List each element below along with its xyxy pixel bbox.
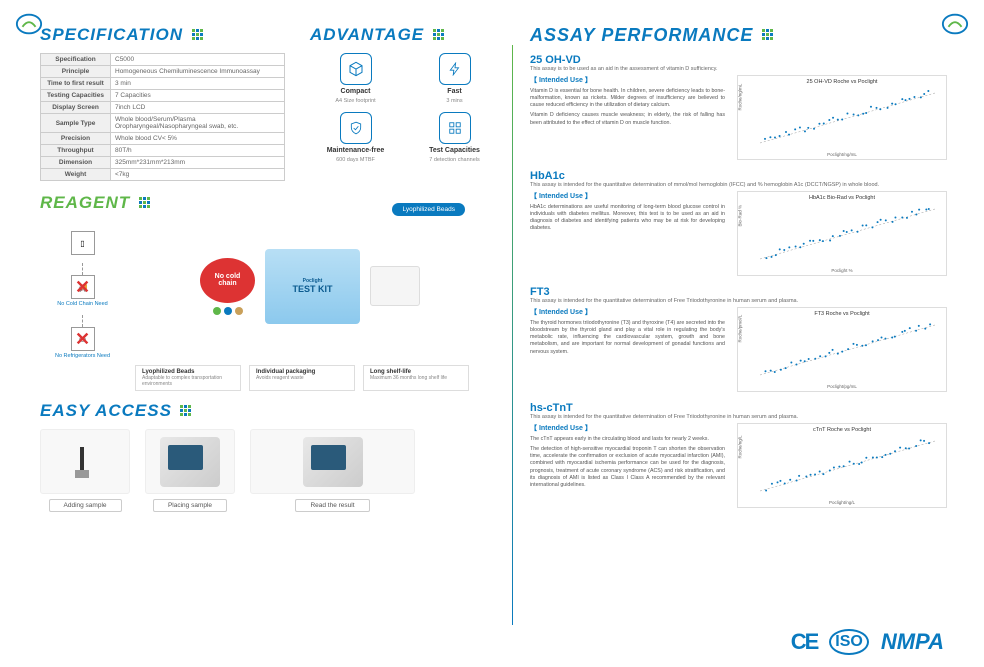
- iso-mark: ISO: [829, 629, 869, 655]
- no-cold-chain-burst: No cold chain: [200, 258, 255, 303]
- assay-body: The cTnT appears early in the circulatin…: [530, 436, 725, 489]
- correlation-chart: FT3 Roche vs Poclight Roche/pmol/L Pocli…: [737, 307, 947, 392]
- assay-body: HbA1c determinations are useful monitori…: [530, 204, 725, 233]
- easy-access-heading: EASY ACCESS: [40, 401, 500, 421]
- assay-body: The thyroid hormones triiodothyronine (T…: [530, 320, 725, 356]
- spec-row: Testing Capacities7 Capacities: [41, 90, 285, 102]
- beads-icon: [213, 307, 243, 315]
- test-kit-box: PoclightTEST KIT: [265, 249, 360, 324]
- shield-icon: [340, 112, 372, 144]
- logo-top-right: [941, 10, 969, 38]
- assay-item: 25 OH-VD This assay is to be used as an …: [530, 54, 947, 160]
- correlation-chart: cTnT Roche vs Poclight Roche/ng/L Poclig…: [737, 423, 947, 508]
- step-image: [250, 429, 415, 494]
- assay-description: This assay is intended for the quantitat…: [530, 182, 947, 188]
- step-label: Read the result: [295, 499, 369, 512]
- assay-name: FT3: [530, 286, 947, 298]
- specification-heading: SPECIFICATION: [40, 25, 285, 45]
- spec-row: Time to first result3 min: [41, 78, 285, 90]
- ce-mark: CE: [791, 629, 818, 655]
- lyophilized-badge: Lyophilized Beads: [392, 203, 465, 216]
- spec-row: PrincipleHomogeneous Chemiluminescence I…: [41, 66, 285, 78]
- assay-performance-heading: ASSAY PERFORMANCE: [530, 25, 947, 46]
- step-image: [40, 429, 130, 494]
- logo-top-left: [15, 10, 43, 38]
- dots-icon: [761, 29, 775, 43]
- spec-row: Sample TypeWhole blood/Serum/Plasma Orop…: [41, 114, 285, 133]
- assay-name: HbA1c: [530, 170, 947, 182]
- spec-table: SpecificationC5000PrincipleHomogeneous C…: [40, 53, 285, 181]
- reagent-diagram: ▯ 🚚✕No Cold Chain Need ▭✕No Refrigerator…: [40, 221, 500, 391]
- step-image: [145, 429, 235, 494]
- assay-name: 25 OH-VD: [530, 54, 947, 66]
- reagent-feature: Long shelf-lifeMaximum 36 months long sh…: [363, 365, 469, 391]
- advantage-item: Fast3 mins: [409, 53, 500, 104]
- grid-icon: [439, 112, 471, 144]
- advantage-heading: ADVANTAGE: [310, 25, 500, 45]
- bolt-icon: [439, 53, 471, 85]
- cube-icon: [340, 53, 372, 85]
- dots-icon: [138, 196, 152, 210]
- assay-description: This assay is intended for the quantitat…: [530, 414, 947, 420]
- intended-use-label: 【 Intended Use 】: [530, 191, 725, 201]
- certifications-footer: CE ISO NMPA: [791, 629, 944, 655]
- easy-step: Adding sample: [40, 429, 130, 512]
- spec-row: Throughput80T/h: [41, 145, 285, 157]
- nmpa-mark: NMPA: [881, 629, 944, 655]
- assay-item: HbA1c This assay is intended for the qua…: [530, 170, 947, 276]
- dots-icon: [180, 404, 194, 418]
- spec-row: Dimension325mm*231mm*213mm: [41, 157, 285, 169]
- vial-icon: ▯: [71, 231, 95, 255]
- assay-name: hs-cTnT: [530, 402, 947, 414]
- advantage-item: Test Capacities7 detection channels: [409, 112, 500, 163]
- spec-row: SpecificationC5000: [41, 54, 285, 66]
- reagent-feature: Lyophilized BeadsAdaptable to complex tr…: [135, 365, 241, 391]
- vertical-divider: [512, 45, 513, 625]
- fridge-icon: ▭✕: [71, 327, 95, 351]
- assay-item: hs-cTnT This assay is intended for the q…: [530, 402, 947, 508]
- step-label: Adding sample: [49, 499, 122, 512]
- assay-description: This assay is intended for the quantitat…: [530, 298, 947, 304]
- correlation-chart: 25 OH-VD Roche vs Poclight Roche/ng/mL P…: [737, 75, 947, 160]
- truck-icon: 🚚✕: [71, 275, 95, 299]
- step-label: Placing sample: [153, 499, 227, 512]
- spec-row: PrecisionWhole blood CV< 5%: [41, 133, 285, 145]
- pouch-icon: [370, 266, 420, 306]
- reagent-feature: Individual packagingAvoids reagent waste: [249, 365, 355, 391]
- assay-item: FT3 This assay is intended for the quant…: [530, 286, 947, 392]
- easy-step: Read the result: [250, 429, 415, 512]
- dots-icon: [432, 28, 446, 42]
- spec-row: Display Screen7inch LCD: [41, 102, 285, 114]
- advantage-item: Maintenance-free600 days MTBF: [310, 112, 401, 163]
- dots-icon: [191, 28, 205, 42]
- intended-use-label: 【 Intended Use 】: [530, 75, 725, 85]
- intended-use-label: 【 Intended Use 】: [530, 423, 725, 433]
- spec-row: Weight<7kg: [41, 169, 285, 181]
- assay-description: This assay is to be used as an aid in th…: [530, 66, 947, 72]
- advantage-item: CompactA4 Size footprint: [310, 53, 401, 104]
- correlation-chart: HbA1c Bio-Rad vs Poclight Bio-Rad % Pocl…: [737, 191, 947, 276]
- easy-step: Placing sample: [145, 429, 235, 512]
- assay-body: Vitamin D is essential for bone health. …: [530, 88, 725, 127]
- intended-use-label: 【 Intended Use 】: [530, 307, 725, 317]
